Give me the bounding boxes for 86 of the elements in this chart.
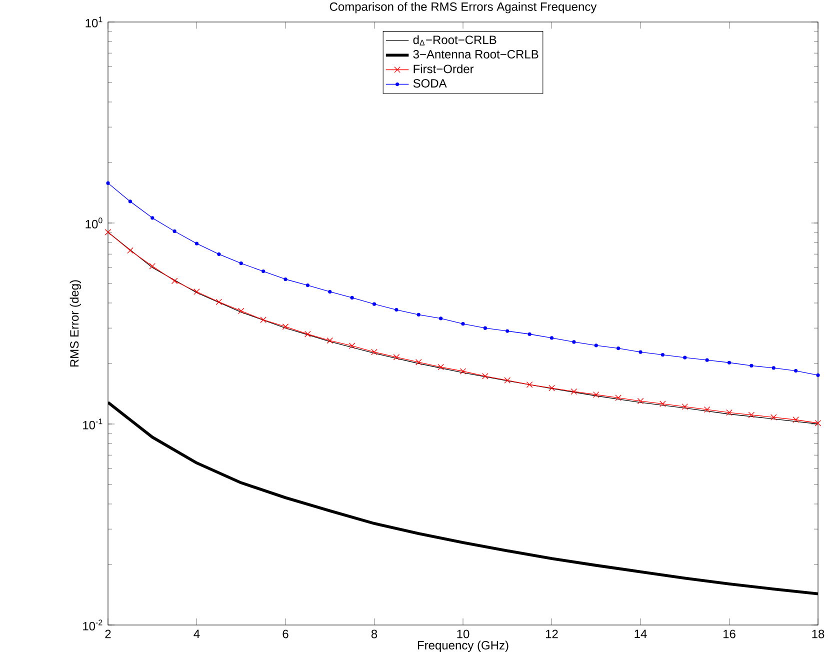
point	[592, 391, 600, 398]
x-tick-label: 6	[282, 630, 288, 638]
point	[439, 316, 443, 320]
point	[594, 344, 598, 348]
point	[216, 298, 222, 306]
point	[727, 360, 732, 364]
point	[528, 332, 532, 336]
point	[171, 278, 178, 284]
point	[504, 377, 511, 384]
point	[461, 322, 465, 326]
legend-label: 3−Antenna Root−CRLB	[413, 50, 538, 59]
legend-label: d$_{Δ}$−Root−CRLB	[413, 35, 496, 46]
point	[149, 262, 156, 270]
point	[704, 406, 710, 413]
y-tick-label: 10$^{1}$	[86, 16, 102, 28]
point	[483, 326, 487, 330]
point	[127, 247, 134, 254]
point	[104, 229, 112, 236]
point	[683, 356, 687, 360]
x-tick-label: 4	[194, 630, 200, 638]
point	[217, 252, 221, 256]
point	[660, 400, 666, 407]
x-tick-label: 14	[634, 630, 647, 638]
point	[638, 350, 642, 354]
y-tick-label: 10$^{-2}$	[83, 620, 102, 630]
x-tick-label: 2	[105, 630, 111, 638]
point	[526, 381, 533, 388]
legend-label: First−Order	[414, 64, 474, 74]
point	[572, 340, 576, 344]
point	[415, 359, 422, 366]
point	[128, 200, 132, 204]
y-tick-label: 10$^{0}$	[86, 218, 102, 228]
point	[372, 302, 376, 306]
point	[393, 354, 400, 360]
point	[506, 329, 510, 333]
point	[748, 412, 755, 418]
point	[371, 348, 378, 356]
x-tick-label: 18	[812, 630, 824, 638]
point	[637, 398, 644, 404]
point	[260, 316, 266, 323]
point	[726, 409, 732, 416]
point	[770, 414, 777, 420]
point	[615, 394, 622, 401]
point	[350, 296, 354, 300]
point	[416, 312, 420, 316]
point	[194, 242, 199, 246]
point	[106, 181, 110, 185]
point	[262, 270, 266, 274]
point	[460, 368, 466, 374]
x-axis-title: Frequency (GHz)	[418, 640, 508, 652]
x-tick-label: 16	[724, 630, 736, 638]
point	[616, 346, 620, 350]
point	[792, 416, 799, 423]
point	[548, 384, 555, 392]
x-tick-label: 10	[457, 630, 470, 638]
point	[282, 323, 289, 330]
point	[238, 308, 244, 314]
point	[660, 352, 664, 357]
legend-label: SODA	[413, 79, 447, 88]
y-tick-label: 10$^{-1}$	[83, 418, 102, 430]
point	[794, 368, 798, 373]
point	[194, 288, 200, 295]
point	[239, 262, 243, 266]
point	[284, 277, 288, 282]
point	[550, 336, 554, 340]
point	[306, 283, 310, 288]
point	[814, 420, 822, 426]
chart-title: Comparison of the RMS Errors Against Frequency	[330, 2, 597, 14]
point	[348, 342, 356, 349]
point	[304, 330, 311, 338]
point	[326, 337, 334, 344]
point	[328, 290, 332, 294]
point	[150, 216, 154, 220]
point	[772, 366, 776, 370]
x-tick-label: 8	[371, 630, 378, 638]
x-tick-label: 12	[546, 630, 558, 638]
point	[172, 229, 176, 234]
point	[705, 358, 709, 362]
point	[816, 373, 820, 377]
point	[438, 364, 444, 370]
y-axis-title: RMS Error (deg)	[70, 280, 82, 367]
point	[482, 372, 488, 380]
point	[682, 403, 688, 410]
point	[750, 364, 754, 368]
point	[570, 388, 578, 395]
point	[394, 308, 398, 312]
